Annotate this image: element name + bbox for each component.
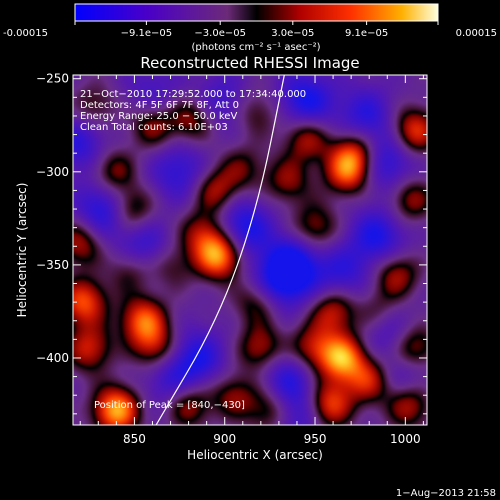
y-tick-label: −400 [36,351,69,365]
y-axis-label: Heliocentric Y (arcsec) [15,183,29,318]
colorbar-unit-label: (photons cm⁻² s⁻¹ asec⁻²) [191,42,320,53]
plot-frame [72,74,428,426]
colorbar-tick-label: −3.0e−05 [194,28,246,39]
solar-limb-line [155,75,285,425]
annotation-energy-range: Energy Range: 25.0 − 50.0 keV [80,111,237,122]
x-axis-label: Heliocentric X (arcsec) [187,448,323,462]
x-tick-labels: 850 900 950 1000 [123,432,421,446]
heatmap-image [73,75,427,425]
x-tick-label: 1000 [390,432,421,446]
footer-timestamp: 1−Aug−2013 21:58 [396,488,496,499]
y-tick-label: −300 [36,165,69,179]
colorbar-tick-label: −9.1e−05 [121,28,173,39]
colorbar-tick-labels: -0.00015 −9.1e−05 −3.0e−05 3.0e−05 9.1e−05 0.… [3,28,497,39]
x-tick-label: 850 [123,432,146,446]
annotation-block: 21−Oct−2010 17:29:52.000 to 17:34:40.000… [80,89,306,133]
colorbar-tick-label: 9.1e−05 [345,28,388,39]
chart-title: Reconstructed RHESSI Image [140,54,359,72]
colorbar: -0.00015 −9.1e−05 −3.0e−05 3.0e−05 9.1e−05 0.… [3,3,497,53]
colorbar-gradient [74,3,439,22]
annotation-time-range: 21−Oct−2010 17:29:52.000 to 17:34:40.000 [80,89,306,100]
y-tick-label: −250 [36,72,69,86]
colorbar-tick-label: 3.0e−05 [271,28,314,39]
colorbar-ticks [74,21,439,25]
colorbar-tick-label: 0.00015 [456,28,497,39]
colorbar-tick-label: -0.00015 [3,28,48,39]
axis-ticks [73,75,427,425]
peak-position-label: Position of Peak = [840,−430] [94,400,245,411]
y-tick-label: −350 [36,258,69,272]
x-tick-label: 900 [213,432,236,446]
x-tick-label: 950 [304,432,327,446]
y-tick-labels: −250 −300 −350 −400 [36,72,69,365]
annotation-total-counts: Clean Total counts: 6.10E+03 [80,122,228,133]
annotation-detectors: Detectors: 4F 5F 6F 7F 8F, Att 0 [80,100,239,111]
heatmap-area [73,75,427,425]
